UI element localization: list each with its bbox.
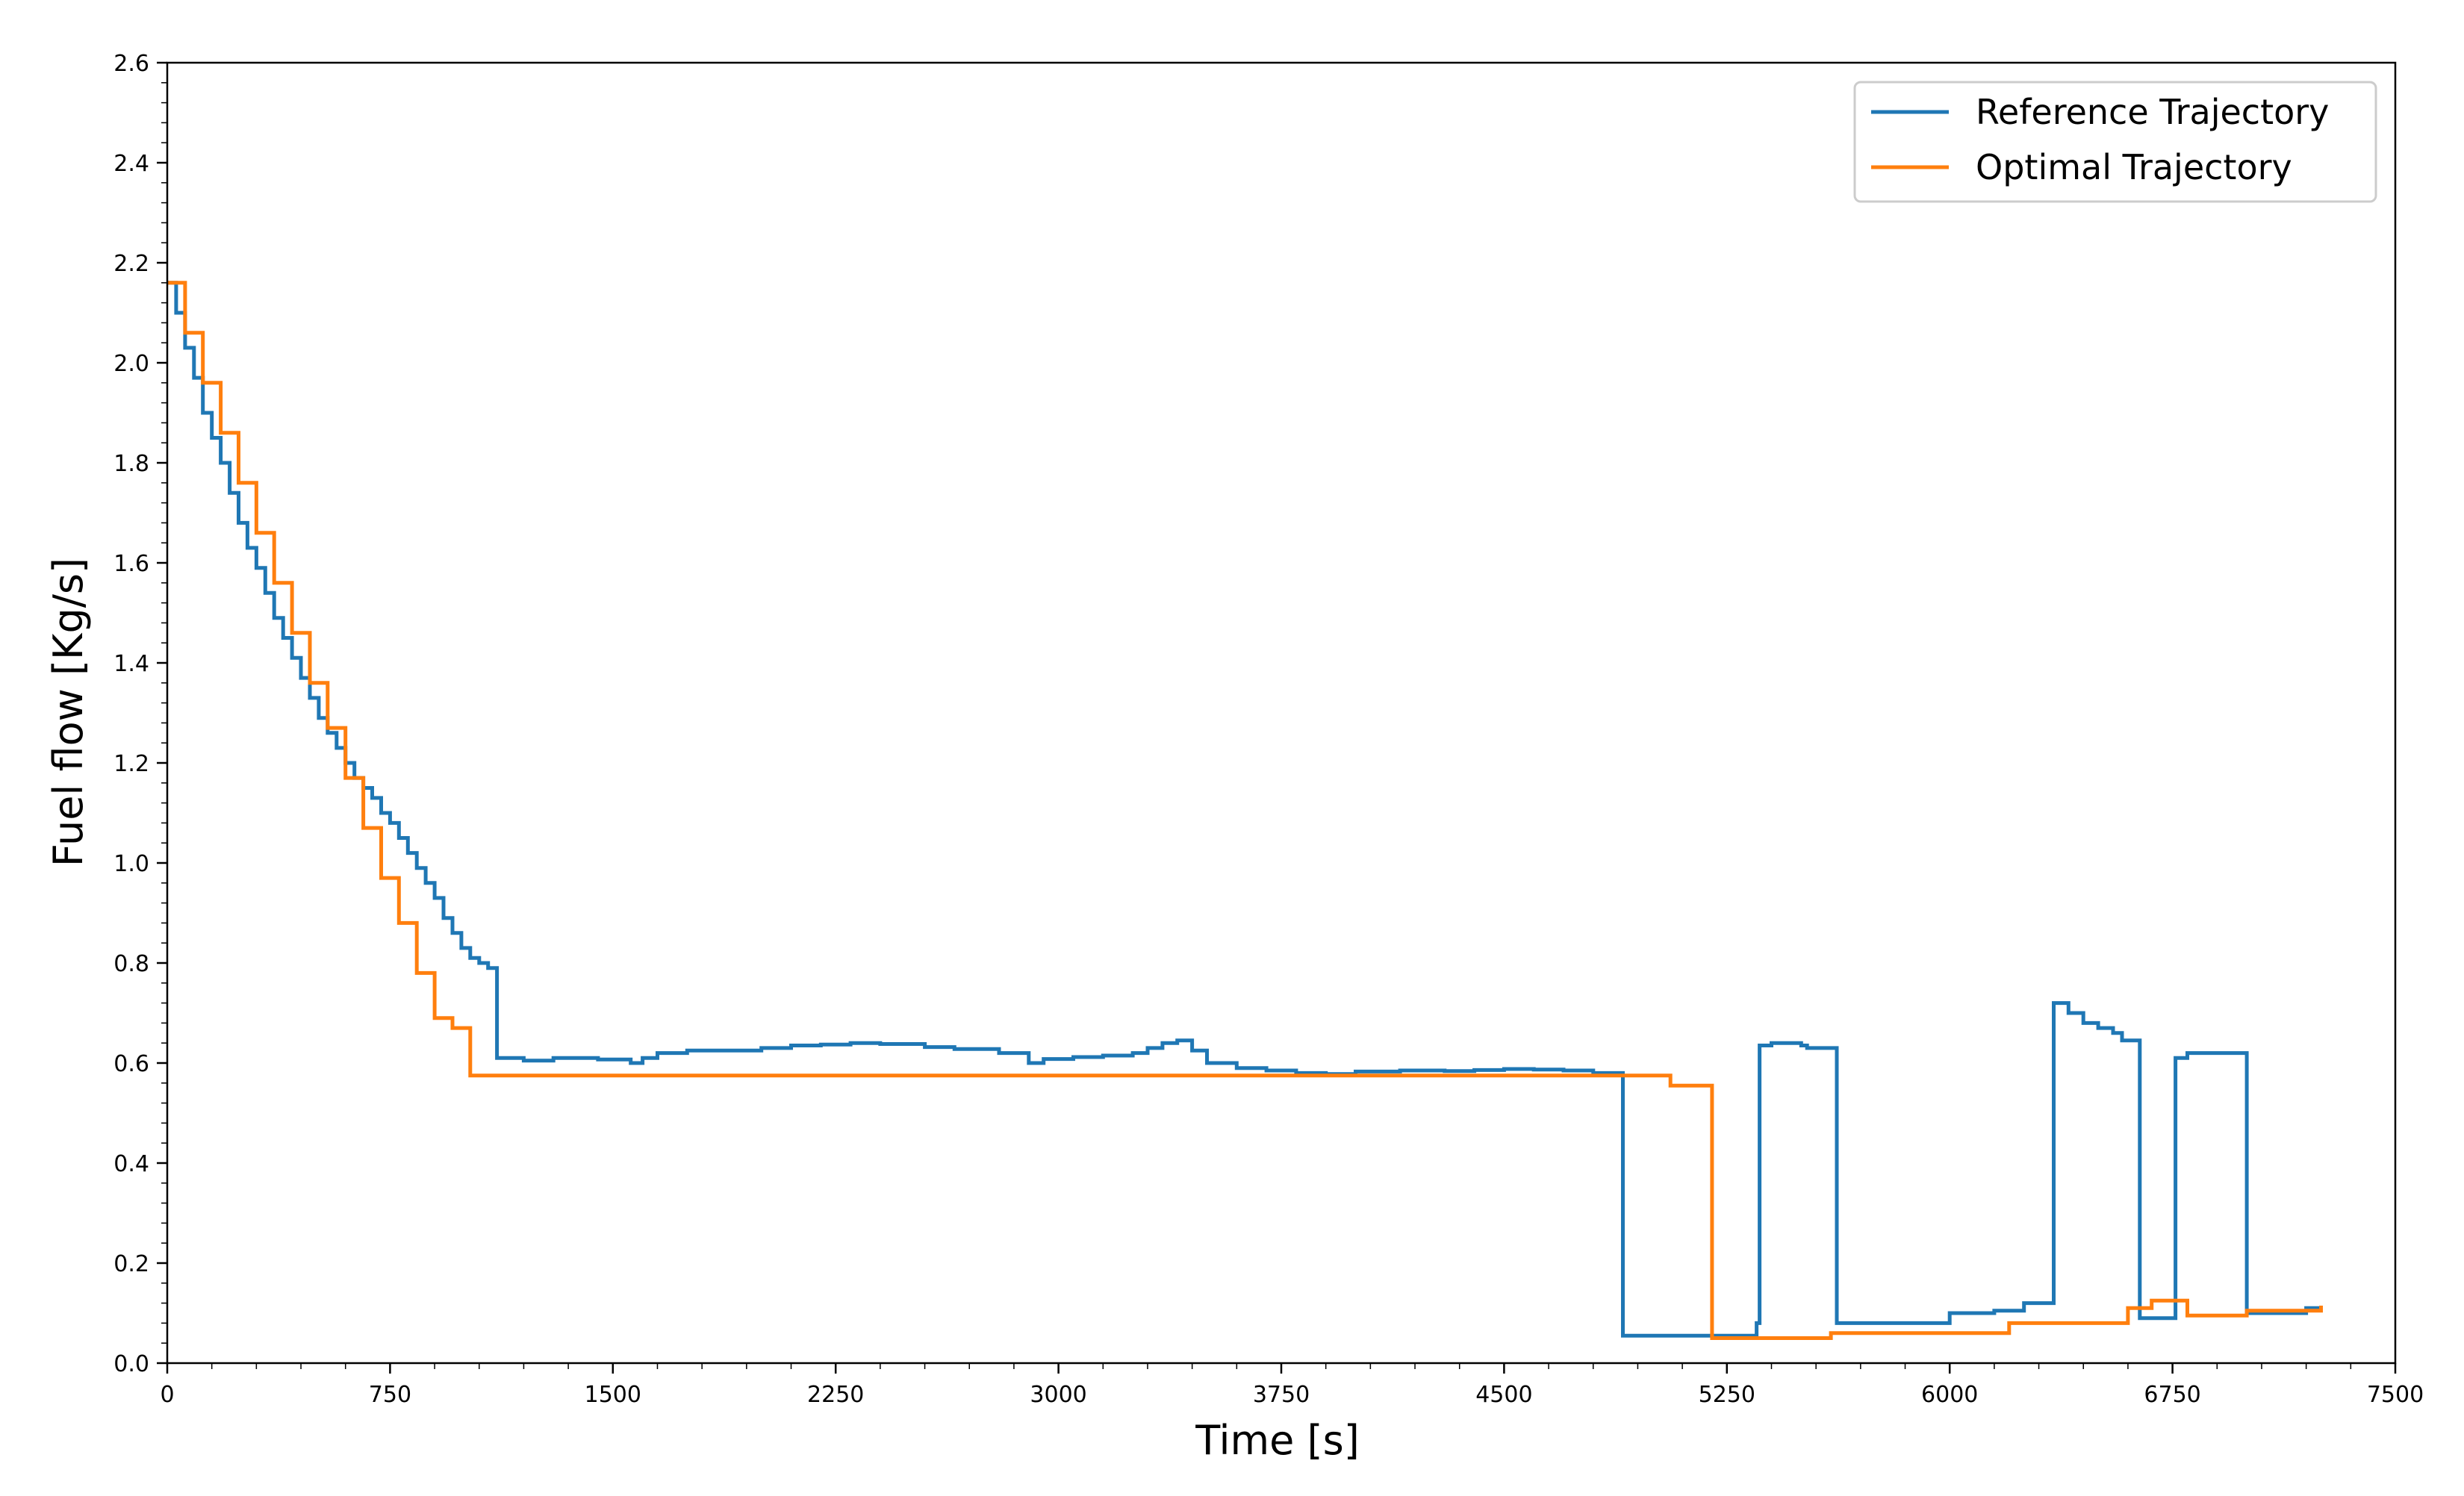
y-tick-label: 1.8 — [113, 451, 149, 477]
series-line-optimal-trajectory — [167, 281, 2323, 1340]
y-tick-label: 0.6 — [113, 1051, 149, 1077]
y-tick-label: 1.4 — [113, 651, 149, 677]
y-tick-label: 2.2 — [113, 251, 149, 277]
x-tick-label: 3000 — [1030, 1382, 1086, 1408]
series-line-reference-trajectory — [167, 281, 2323, 1338]
y-tick-label: 0.8 — [113, 951, 149, 977]
legend-label-optimal: Optimal Trajectory — [1976, 147, 2292, 187]
x-tick-label: 6750 — [2144, 1382, 2200, 1408]
x-tick-label: 1500 — [585, 1382, 641, 1408]
y-tick-label: 2.0 — [113, 351, 149, 377]
x-tick-label: 3750 — [1253, 1382, 1310, 1408]
y-tick-label: 2.4 — [113, 151, 149, 177]
legend-label-reference: Reference Trajectory — [1976, 92, 2329, 132]
x-tick-label: 2250 — [807, 1382, 864, 1408]
y-tick-label: 0.4 — [113, 1151, 149, 1177]
y-tick-label: 0.0 — [113, 1351, 149, 1377]
x-tick-label: 750 — [369, 1382, 411, 1408]
legend-frame — [1853, 81, 2377, 203]
x-tick-label: 0 — [160, 1382, 174, 1408]
x-tick-label: 5250 — [1699, 1382, 1755, 1408]
x-tick-label: 6000 — [1921, 1382, 1978, 1408]
y-tick-label: 1.6 — [113, 551, 149, 577]
y-tick-label: 0.2 — [113, 1251, 149, 1277]
legend: Reference Trajectory Optimal Trajectory — [1853, 81, 2377, 203]
y-tick-label: 1.2 — [113, 751, 149, 777]
axis-ticks: 0 750 1500 2250 3000 3750 4500 5250 6000 6750 7500… — [113, 51, 2424, 1408]
axes-frame — [166, 61, 2397, 1365]
y-tick-label: 1.0 — [113, 851, 149, 877]
plot-area — [166, 61, 2397, 1365]
x-tick-label: 7500 — [2367, 1382, 2424, 1408]
y-axis-label: Fuel flow [Kg/s] — [45, 558, 92, 867]
y-tick-label: 2.6 — [113, 51, 149, 77]
x-tick-label: 4500 — [1475, 1382, 1532, 1408]
x-axis-label: Time [s] — [1195, 1417, 1360, 1464]
